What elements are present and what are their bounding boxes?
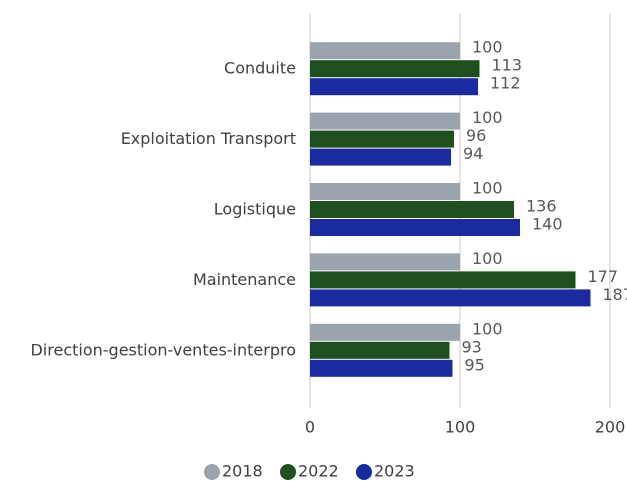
bar: [310, 359, 453, 377]
bar: [310, 201, 514, 218]
y-tick-label: Exploitation Transport: [121, 129, 296, 148]
bar: [310, 341, 450, 359]
legend-marker: [204, 464, 220, 480]
x-tick-label: 100: [445, 418, 476, 437]
legend-label: 2018: [222, 462, 263, 481]
bar: [310, 289, 591, 307]
value-label: 112: [490, 74, 521, 93]
value-label: 95: [465, 355, 485, 374]
y-tick-label: Logistique: [214, 200, 296, 219]
legend-label: 2023: [374, 462, 415, 481]
bar: [310, 42, 460, 60]
value-label: 187: [603, 285, 627, 304]
value-label: 96: [466, 126, 486, 145]
y-tick-label: Direction-gestion-ventes-interpro: [30, 340, 296, 359]
bar: [310, 323, 460, 341]
bar: [310, 60, 480, 78]
legend-marker: [280, 464, 296, 480]
x-tick-label: 0: [305, 418, 315, 437]
value-label: 177: [588, 267, 619, 286]
value-label: 100: [472, 108, 503, 127]
value-label: 100: [472, 319, 503, 338]
bar: [310, 148, 451, 166]
bar: [310, 183, 460, 200]
value-label: 100: [472, 179, 503, 198]
legend-marker: [356, 464, 372, 480]
bar: [310, 112, 460, 130]
bar: [310, 219, 520, 236]
value-label: 113: [492, 56, 523, 75]
legend-label: 2022: [298, 462, 339, 481]
value-label: 140: [532, 215, 563, 234]
bar: [310, 130, 454, 148]
bar: [310, 78, 478, 96]
value-label: 93: [462, 337, 482, 356]
x-tick-label: 200: [595, 418, 626, 437]
value-label: 136: [526, 197, 557, 216]
bar: [310, 253, 460, 271]
y-tick-label: Maintenance: [193, 270, 296, 289]
value-label: 94: [463, 144, 483, 163]
value-label: 100: [472, 249, 503, 268]
bar: [310, 271, 576, 289]
value-label: 100: [472, 38, 503, 57]
y-tick-label: Conduite: [224, 59, 296, 78]
